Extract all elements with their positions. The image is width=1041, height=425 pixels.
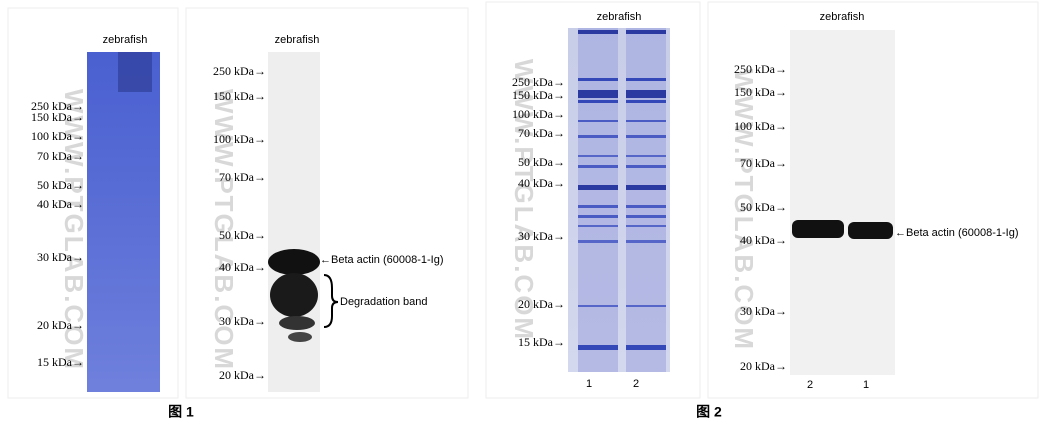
marker-label: 40 kDa→	[518, 176, 565, 190]
band	[626, 155, 666, 157]
band	[578, 78, 618, 81]
marker-label: 20 kDa→	[518, 297, 565, 311]
marker-label: 100 kDa→	[31, 129, 84, 143]
band	[848, 222, 893, 239]
band	[578, 305, 618, 307]
marker-label: 70 kDa→	[37, 149, 84, 163]
band	[626, 185, 666, 190]
lane-label: 2	[633, 378, 639, 390]
marker-label: 150 kDa→	[734, 85, 787, 99]
band	[626, 345, 666, 350]
band	[626, 305, 666, 307]
lane	[626, 28, 666, 372]
marker-label: 20 kDa→	[219, 368, 266, 382]
marker-label: 50 kDa→	[518, 155, 565, 169]
marker-label: 50 kDa→	[37, 178, 84, 192]
marker-label: 15 kDa→	[37, 355, 84, 369]
figure-caption: 图 2	[696, 404, 722, 420]
panel-title: zebrafish	[275, 34, 320, 46]
marker-label: 70 kDa→	[518, 126, 565, 140]
marker-label: 40 kDa→	[219, 260, 266, 274]
band	[626, 90, 666, 98]
marker-label: 150 kDa→	[213, 89, 266, 103]
band	[626, 120, 666, 122]
marker-label: 50 kDa→	[219, 228, 266, 242]
gel	[87, 52, 160, 392]
band	[270, 273, 318, 317]
band	[288, 332, 312, 342]
band	[268, 249, 320, 275]
marker-label: 250 kDa→	[734, 62, 787, 76]
marker-label: 70 kDa→	[740, 156, 787, 170]
marker-label: 15 kDa→	[518, 335, 565, 349]
marker-label: 150 kDa→	[31, 110, 84, 124]
marker-label: 40 kDa→	[37, 197, 84, 211]
marker-label: 100 kDa→	[512, 107, 565, 121]
annotation: ←Beta actin (60008-1-Ig)	[320, 254, 444, 266]
marker-label: 30 kDa→	[37, 250, 84, 264]
band	[626, 225, 666, 227]
band	[626, 30, 666, 34]
band	[578, 155, 618, 157]
annotation: ←Beta actin (60008-1-Ig)	[895, 227, 1019, 239]
lane-label: 1	[586, 378, 592, 390]
band	[792, 220, 844, 238]
marker-label: 100 kDa→	[213, 132, 266, 146]
panel-title: zebrafish	[820, 11, 865, 23]
marker-label: 100 kDa→	[734, 119, 787, 133]
band	[626, 215, 666, 218]
band	[578, 225, 618, 227]
marker-label: 50 kDa→	[740, 200, 787, 214]
band	[626, 240, 666, 243]
band	[626, 100, 666, 103]
band	[578, 205, 618, 208]
band	[578, 185, 618, 190]
brace	[323, 274, 339, 328]
band	[578, 345, 618, 350]
marker-label: 150 kDa→	[512, 88, 565, 102]
marker-label: 250 kDa→	[213, 64, 266, 78]
band	[626, 205, 666, 208]
annotation: Degradation band	[340, 296, 427, 308]
marker-label: 30 kDa→	[518, 229, 565, 243]
band	[578, 215, 618, 218]
panel-title: zebrafish	[597, 11, 642, 23]
figure-caption: 图 1	[168, 404, 194, 420]
band	[578, 100, 618, 103]
lane-bands	[578, 28, 666, 372]
lane-smear	[118, 52, 152, 92]
band	[578, 120, 618, 122]
marker-label: 250 kDa→	[31, 99, 84, 113]
lane	[578, 28, 618, 372]
marker-label: 40 kDa→	[740, 233, 787, 247]
gel	[790, 30, 895, 375]
panel-title: zebrafish	[103, 34, 148, 46]
band	[626, 135, 666, 138]
band	[578, 240, 618, 243]
lane-label: 1	[863, 379, 869, 391]
band	[626, 165, 666, 168]
watermark: WWW.PTGLAB.COM	[59, 89, 89, 371]
marker-label: 20 kDa→	[740, 359, 787, 373]
watermark: WWW.PTGLAB.COM	[729, 69, 759, 351]
band	[279, 316, 315, 330]
marker-label: 30 kDa→	[219, 314, 266, 328]
band	[578, 165, 618, 168]
band	[578, 30, 618, 34]
watermark: WWW.PTGLAB.COM	[509, 59, 539, 341]
band	[578, 135, 618, 138]
band	[578, 90, 618, 98]
band	[626, 78, 666, 81]
panel-frame	[185, 7, 469, 399]
lane-label: 2	[807, 379, 813, 391]
marker-label: 250 kDa→	[512, 75, 565, 89]
marker-label: 20 kDa→	[37, 318, 84, 332]
marker-label: 70 kDa→	[219, 170, 266, 184]
watermark: WWW.PTGLAB.COM	[209, 89, 239, 371]
marker-label: 30 kDa→	[740, 304, 787, 318]
